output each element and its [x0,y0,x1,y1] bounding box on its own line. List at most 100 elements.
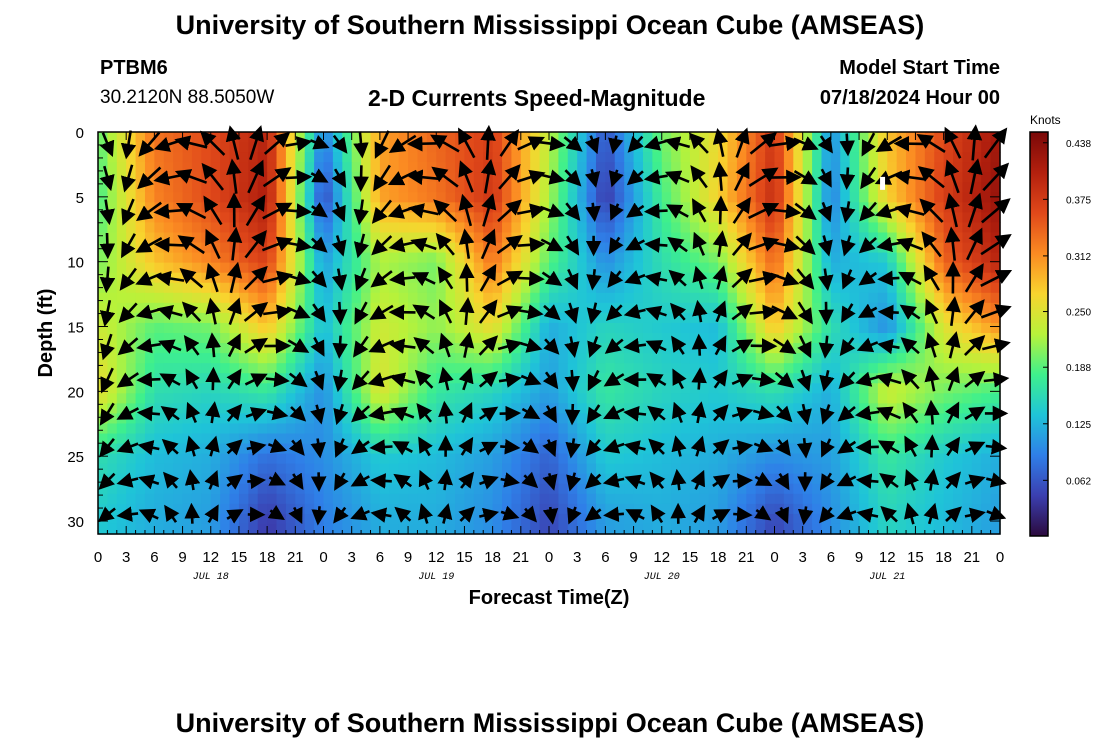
heatmap-cell [191,252,202,264]
heatmap-cell [868,152,879,163]
heatmap-cell [332,292,343,304]
current-vector [138,131,161,157]
heatmap-cell [859,222,870,234]
heatmap-cell [549,463,559,475]
heatmap-cell [934,443,945,455]
heatmap-cell [276,433,287,445]
heatmap-cell [680,182,691,193]
heatmap-cell [633,252,644,264]
heatmap-cell [981,192,992,203]
heatmap-cell [483,222,494,234]
heatmap-cell [783,503,794,515]
heatmap-cell [934,393,945,404]
heatmap-cell [267,343,278,354]
heatmap-cell [812,242,823,254]
heatmap-cell [924,413,935,425]
heatmap-cell [135,433,146,445]
heatmap-cell [755,232,766,244]
heatmap-cell [116,393,127,404]
heatmap-cell [163,262,174,274]
heatmap-cell [727,292,738,304]
heatmap-cell [859,252,870,264]
heatmap-cell [426,302,437,314]
heatmap-cell [774,302,785,314]
heatmap-cell [389,353,400,364]
heatmap-cell [830,463,841,475]
heatmap-cell [520,292,531,304]
current-vector [331,168,347,188]
heatmap-cell [595,433,606,445]
heatmap-cell [868,142,879,153]
heatmap-cell [276,493,287,505]
heatmap-cell [652,353,663,364]
heatmap-cell [849,483,860,495]
current-vector [226,158,242,194]
current-vector [287,338,310,353]
heatmap-cell [671,292,682,304]
current-vector [311,506,328,526]
heatmap-cell [549,493,559,505]
heatmap-cell [154,292,165,304]
heatmap-cell [680,202,691,213]
heatmap-cell [595,232,606,244]
current-vector [350,438,370,455]
heatmap-cell [182,322,193,334]
heatmap-cell [671,212,682,224]
heatmap-cell [473,252,484,264]
heatmap-cell [924,312,935,324]
heatmap-cell [558,262,569,274]
current-vector [607,270,624,288]
heatmap-cell [859,523,870,535]
current-vector [516,203,546,219]
heatmap-cell [483,453,494,465]
heatmap-cell [549,192,559,203]
heatmap-cell [483,423,494,435]
heatmap-cell [605,353,616,364]
heatmap-cell [304,363,315,374]
heatmap-cell [210,423,221,435]
current-vector [199,130,226,156]
heatmap-cell [661,383,672,394]
current-vector [586,302,602,325]
heatmap-cell [586,222,597,234]
heatmap-cell [783,182,794,193]
heatmap-cell [642,473,653,485]
current-vector [542,472,558,491]
heatmap-cell [154,182,165,193]
heatmap-cell [642,312,653,324]
heatmap-cell [549,292,559,304]
heatmap-cell [370,252,381,264]
current-vector [944,192,960,228]
heatmap-cell [173,212,184,224]
heatmap-cell [605,463,616,475]
heatmap-cell [455,383,466,394]
heatmap-cell [154,423,165,435]
heatmap-cell [116,172,127,183]
heatmap-cell [201,322,212,334]
heatmap-cell [502,353,513,364]
heatmap-cell [915,393,926,404]
heatmap-cell [379,292,390,304]
current-vector [627,135,644,153]
heatmap-cell [783,433,794,445]
heatmap-cell [943,212,954,224]
current-vector [901,368,920,390]
heatmap-cell [295,182,306,193]
heatmap-cell [755,322,766,334]
heatmap-cell [379,222,390,234]
heatmap-cell [464,312,475,324]
heatmap-cell [455,302,466,314]
heatmap-cell [934,473,945,485]
heatmap-cell [567,363,578,374]
current-vector [796,403,812,426]
current-vector [564,302,579,324]
heatmap-cell [539,162,550,173]
heatmap-cell [351,262,362,274]
x-tick-label: 6 [150,549,158,566]
heatmap-cell [229,463,240,475]
heatmap-cell [191,262,202,274]
heatmap-cell [671,282,682,294]
heatmap-cell [426,252,437,264]
heatmap-cell [398,463,409,475]
heatmap-cell [163,483,174,495]
